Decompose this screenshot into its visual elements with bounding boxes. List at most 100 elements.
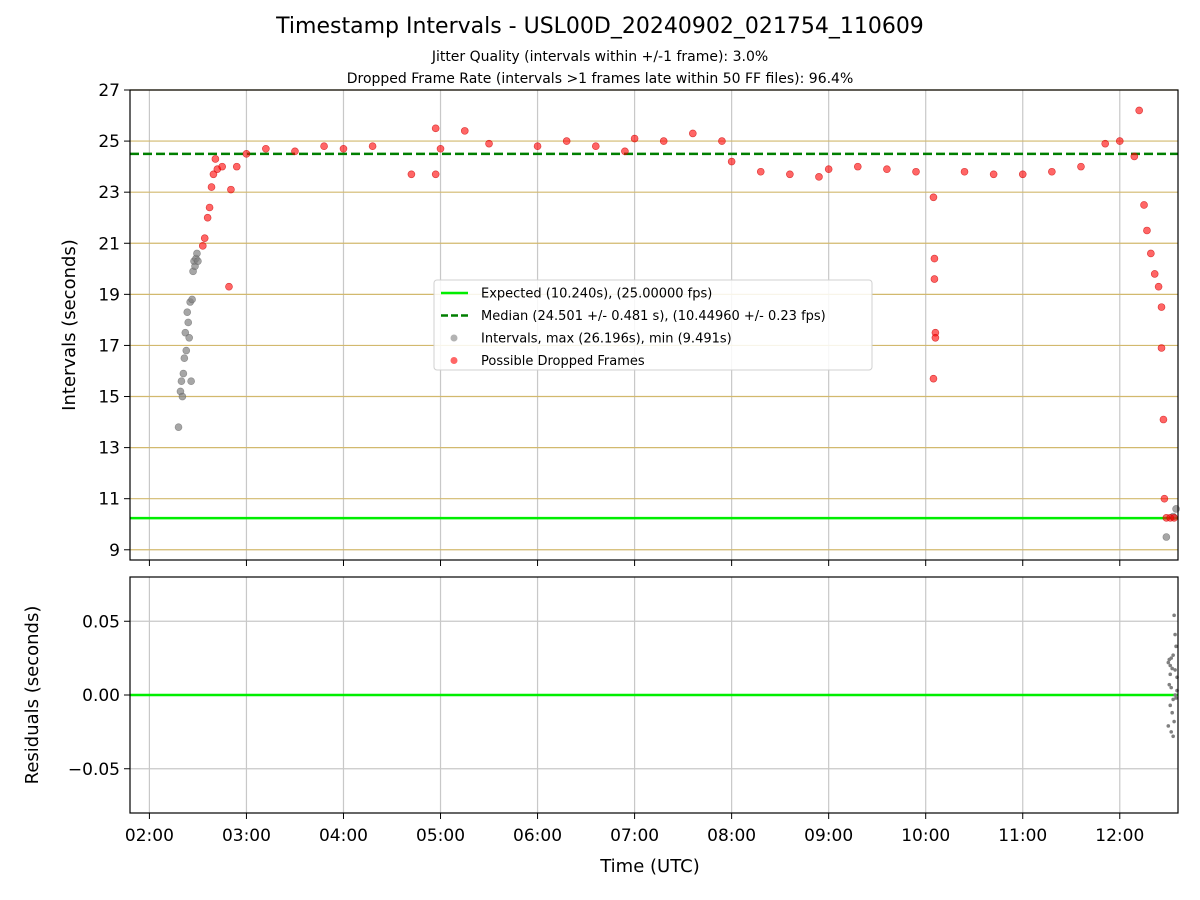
xtick-label-1: 03:00 xyxy=(222,826,271,846)
interval-point-12 xyxy=(187,377,195,385)
dropped-frame-point-53 xyxy=(1130,152,1139,161)
dropped-frame-point-33 xyxy=(756,167,765,176)
dropped-frame-point-37 xyxy=(853,162,862,171)
dropped-frame-point-58 xyxy=(1150,270,1159,278)
dropped-frame-point-25 xyxy=(562,137,571,145)
legend-swatch-2 xyxy=(450,334,458,342)
dropped-frame-point-13 xyxy=(262,144,270,153)
dropped-frame-point-14 xyxy=(291,147,299,156)
dropped-frame-point-42 xyxy=(930,275,939,283)
interval-point-18 xyxy=(193,249,201,258)
dropped-frame-point-39 xyxy=(912,167,920,176)
interval-point-4 xyxy=(179,369,188,378)
top-ytick-label-8: 11 xyxy=(98,490,120,510)
residual-point-11 xyxy=(1169,685,1174,690)
dropped-frame-point-17 xyxy=(368,142,377,150)
dropped-frame-point-59 xyxy=(1154,282,1163,291)
top-ytick-label-4: 19 xyxy=(98,285,120,305)
dropped-frame-point-40 xyxy=(929,193,938,202)
dropped-frame-point-3 xyxy=(205,203,214,212)
interval-point-0 xyxy=(174,423,183,431)
residual-point-12 xyxy=(1171,697,1175,702)
legend-label-3: Possible Dropped Frames xyxy=(481,354,645,369)
legend-label-2: Intervals, max (26.196s), min (9.491s) xyxy=(481,332,732,347)
chart-subtitle-dropped: Dropped Frame Rate (intervals >1 frames … xyxy=(346,71,854,87)
residual-point-5 xyxy=(1171,653,1175,657)
dropped-frame-point-46 xyxy=(960,167,969,176)
dropped-frame-point-30 xyxy=(689,129,697,138)
dropped-frame-point-5 xyxy=(209,170,218,179)
dropped-frame-point-20 xyxy=(431,124,440,133)
interval-point-2 xyxy=(177,377,186,385)
legend-label-0: Expected (10.240s), (25.00000 fps) xyxy=(481,287,712,302)
dropped-frame-point-27 xyxy=(621,147,629,156)
residual-point-4 xyxy=(1170,666,1174,671)
xtick-label-4: 06:00 xyxy=(513,826,562,846)
top-ytick-label-6: 15 xyxy=(98,388,120,408)
dropped-frame-point-38 xyxy=(883,165,891,173)
dropped-frame-point-49 xyxy=(1048,167,1056,176)
xlabel: Time (UTC) xyxy=(599,856,700,877)
chart-subtitle-jitter: Jitter Quality (intervals within +/-1 fr… xyxy=(431,49,769,65)
xtick-label-3: 05:00 xyxy=(416,826,465,846)
chart-title: Timestamp Intervals - USL00D_20240902_02… xyxy=(276,14,924,39)
dropped-frame-point-47 xyxy=(989,170,998,179)
dropped-frame-point-35 xyxy=(815,173,823,181)
residual-point-18 xyxy=(1169,730,1174,734)
top-ylabel: Intervals (seconds) xyxy=(59,239,80,411)
residual-point-6 xyxy=(1172,613,1176,618)
residual-point-8 xyxy=(1174,644,1178,649)
dropped-frame-point-48 xyxy=(1018,170,1027,179)
dropped-frame-point-2 xyxy=(203,213,212,222)
xtick-label-9: 11:00 xyxy=(998,826,1047,846)
interval-point-8 xyxy=(183,308,192,317)
dropped-frame-point-31 xyxy=(718,137,726,145)
interval-point-9 xyxy=(184,318,193,327)
dropped-frame-point-62 xyxy=(1159,415,1168,424)
dropped-frame-point-57 xyxy=(1147,249,1155,258)
interval-point-10 xyxy=(185,333,193,342)
bottom-ytick-label-2: −0.05 xyxy=(68,760,120,780)
xtick-label-2: 04:00 xyxy=(319,826,368,846)
residual-point-14 xyxy=(1168,703,1173,708)
residual-point-19 xyxy=(1171,734,1175,739)
residual-point-15 xyxy=(1170,710,1174,715)
dropped-frame-point-56 xyxy=(1143,226,1151,235)
dropped-frame-point-61 xyxy=(1157,344,1166,352)
interval-point-7 xyxy=(182,346,191,355)
xtick-label-0: 02:00 xyxy=(125,826,174,846)
xtick-label-10: 12:00 xyxy=(1095,826,1144,846)
top-ytick-label-3: 21 xyxy=(98,234,120,254)
dropped-frame-point-55 xyxy=(1140,201,1148,209)
interval-point-19 xyxy=(194,257,202,265)
dropped-frame-point-41 xyxy=(930,254,939,263)
dropped-frame-point-26 xyxy=(591,142,600,150)
residual-point-22 xyxy=(1168,672,1173,677)
residual-point-10 xyxy=(1167,682,1172,687)
dropped-frame-point-0 xyxy=(198,242,207,250)
dropped-frame-point-12 xyxy=(242,150,251,158)
xtick-label-7: 09:00 xyxy=(804,826,853,846)
interval-point-6 xyxy=(181,328,190,337)
dropped-frame-point-24 xyxy=(533,142,542,150)
xtick-label-5: 07:00 xyxy=(610,826,659,846)
residual-point-2 xyxy=(1168,663,1173,668)
residual-point-3 xyxy=(1169,656,1174,660)
top-ytick-label-1: 25 xyxy=(98,132,120,152)
dropped-frame-point-28 xyxy=(630,134,639,143)
bottom-ytick-label-0: 0.05 xyxy=(82,612,120,632)
dropped-frame-point-36 xyxy=(824,165,833,173)
dropped-frame-point-18 xyxy=(407,170,416,179)
dropped-frame-point-51 xyxy=(1101,139,1110,148)
dropped-frame-point-10 xyxy=(227,185,235,194)
dropped-frame-point-22 xyxy=(460,127,469,135)
dropped-frame-point-4 xyxy=(207,183,216,191)
dropped-frame-point-9 xyxy=(225,282,233,291)
top-ytick-label-9: 9 xyxy=(109,541,120,561)
dropped-frame-point-15 xyxy=(320,142,328,150)
dropped-frame-point-60 xyxy=(1157,303,1166,311)
residual-point-17 xyxy=(1166,724,1171,728)
residual-point-16 xyxy=(1172,719,1176,724)
dropped-frame-point-54 xyxy=(1135,106,1143,115)
